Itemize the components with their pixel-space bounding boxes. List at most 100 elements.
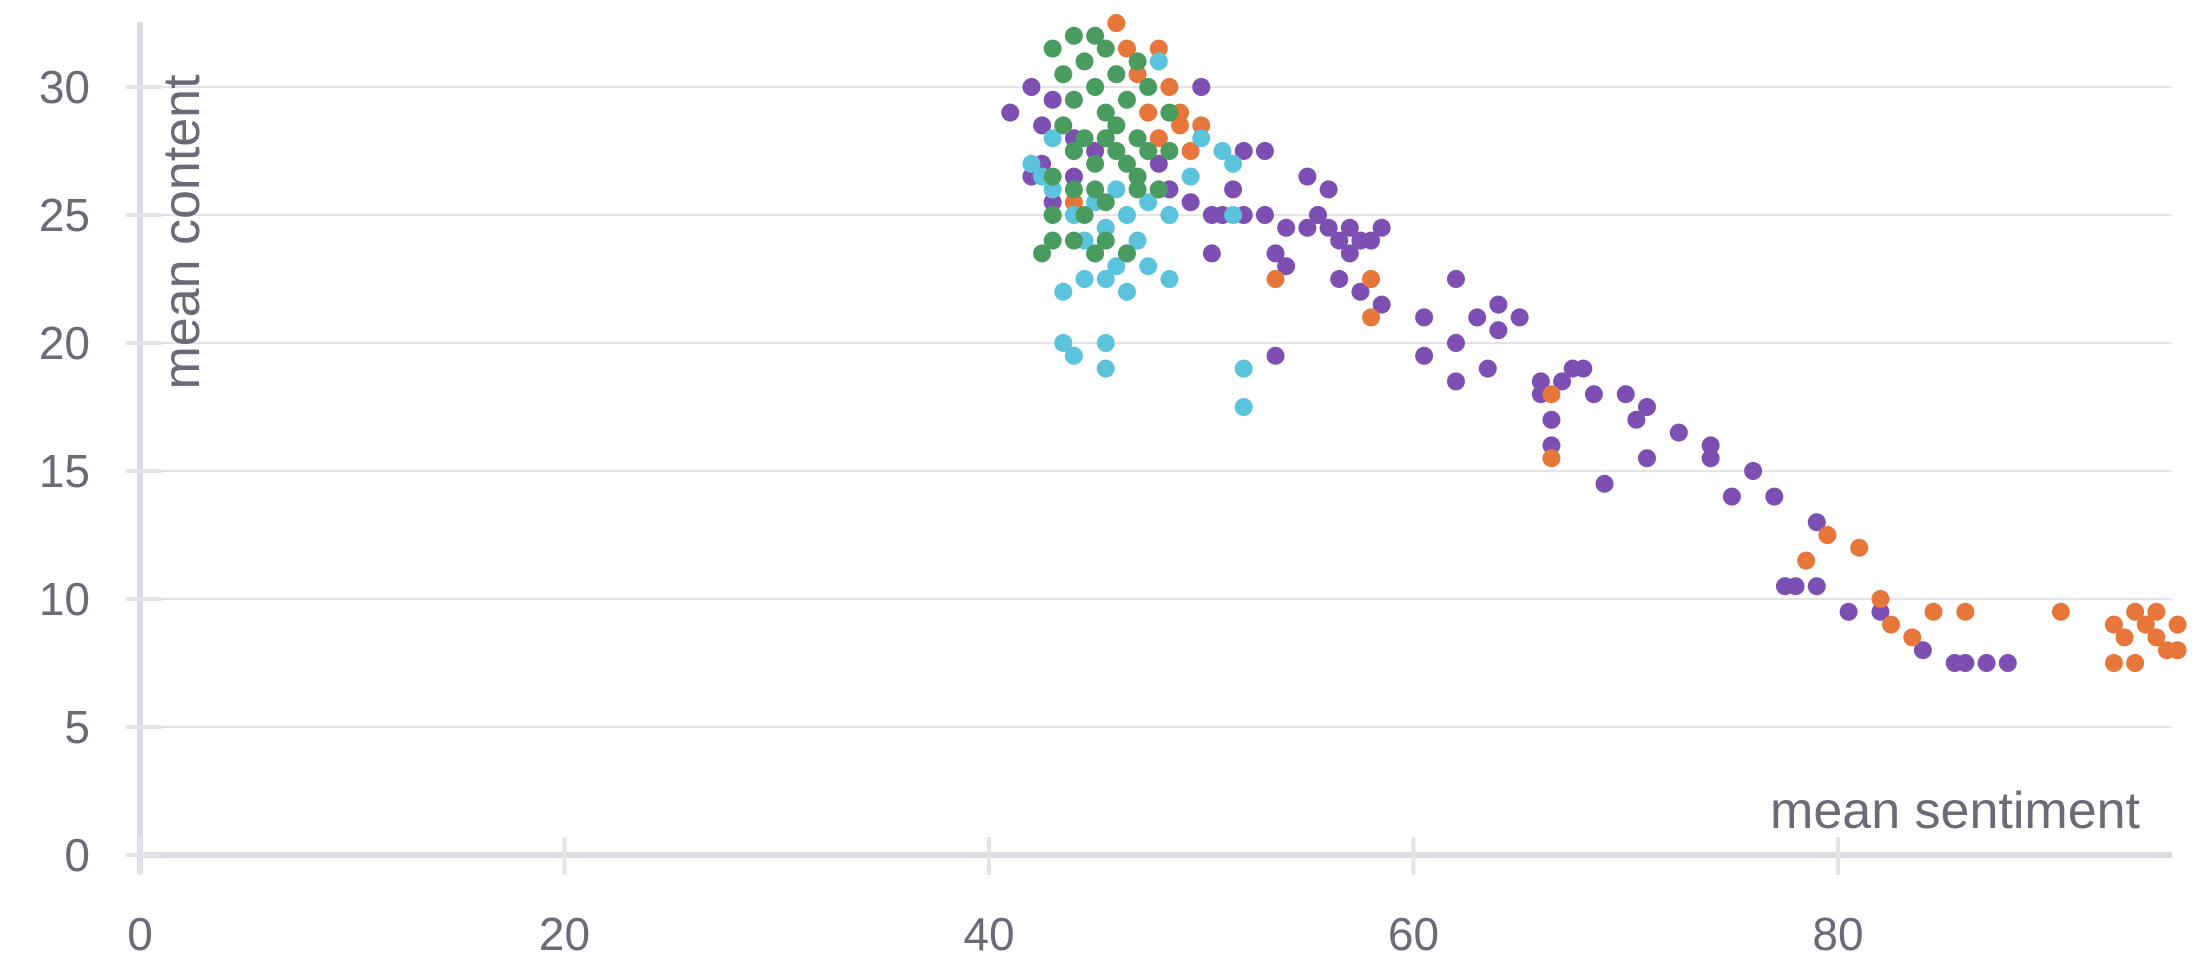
- data-point: [1096, 193, 1115, 212]
- data-point: [1330, 270, 1349, 288]
- data-point: [1669, 423, 1688, 442]
- data-point: [1086, 78, 1105, 96]
- data-point: [1234, 359, 1253, 378]
- data-point: [1542, 449, 1561, 468]
- data-point: [1096, 39, 1115, 58]
- data-point: [1117, 39, 1136, 58]
- data-point: [1128, 167, 1147, 186]
- data-point: [1128, 129, 1147, 148]
- data-point: [1139, 193, 1158, 212]
- data-point: [1096, 334, 1115, 352]
- data-point: [1139, 257, 1158, 276]
- data-point: [1956, 602, 1975, 621]
- data-point: [1054, 334, 1073, 352]
- data-point: [1086, 26, 1105, 45]
- data-point: [1086, 154, 1105, 173]
- data-point: [1086, 142, 1105, 160]
- data-point: [1139, 142, 1158, 160]
- data-point: [1117, 244, 1136, 263]
- data-point: [1319, 218, 1338, 237]
- data-point: [1075, 206, 1094, 224]
- data-point: [1160, 78, 1179, 96]
- data-point: [1446, 372, 1465, 391]
- data-point: [1001, 103, 1020, 122]
- data-point: [1362, 308, 1381, 327]
- y-tick-label: 30: [39, 61, 90, 113]
- data-point: [1107, 65, 1126, 84]
- data-point: [1701, 449, 1720, 468]
- x-tick-label: 20: [539, 908, 590, 960]
- data-point: [1468, 308, 1487, 327]
- y-tick-label: 0: [64, 829, 90, 881]
- tick-labels: 0 5 10 15 20 25 30 0 20 40 60 80: [39, 61, 1864, 960]
- data-point: [1054, 65, 1073, 84]
- data-point: [1075, 52, 1094, 71]
- data-point: [1362, 231, 1381, 250]
- data-point: [1255, 142, 1274, 160]
- data-point: [1308, 206, 1327, 224]
- data-point: [1033, 116, 1052, 135]
- data-point: [1096, 218, 1115, 237]
- data-point: [1117, 154, 1136, 173]
- data-point: [1160, 206, 1179, 224]
- data-point: [1234, 398, 1253, 416]
- y-tick-label: 10: [39, 573, 90, 625]
- data-point: [1998, 654, 2017, 672]
- data-point: [1043, 39, 1062, 58]
- data-point: [1616, 385, 1635, 404]
- data-point: [1913, 641, 1932, 660]
- data-point: [1351, 282, 1370, 301]
- data-point: [1637, 398, 1656, 416]
- data-point: [1160, 142, 1179, 160]
- data-point: [1139, 103, 1158, 122]
- data-point: [1415, 346, 1434, 365]
- data-point: [1224, 206, 1243, 224]
- data-point: [2126, 602, 2145, 621]
- data-point: [1064, 167, 1083, 186]
- data-point: [1096, 129, 1115, 148]
- data-point: [1266, 346, 1285, 365]
- data-point: [1478, 359, 1497, 378]
- data-point: [1043, 206, 1062, 224]
- data-point: [1818, 526, 1837, 544]
- data-point: [1871, 590, 1890, 608]
- data-point: [1022, 78, 1041, 96]
- data-point: [1064, 26, 1083, 45]
- data-point: [1033, 244, 1052, 263]
- data-point: [1807, 577, 1826, 596]
- data-point: [1839, 602, 1858, 621]
- data-point: [1086, 180, 1105, 199]
- data-point: [1277, 257, 1296, 276]
- data-point: [1202, 244, 1221, 263]
- data-point: [1266, 244, 1285, 263]
- data-point: [1489, 295, 1508, 314]
- data-point: [1489, 321, 1508, 340]
- data-point: [1064, 90, 1083, 109]
- data-point: [1128, 52, 1147, 71]
- data-point: [1871, 602, 1890, 621]
- data-point: [1234, 142, 1253, 160]
- data-point: [1064, 193, 1083, 212]
- data-point: [1043, 167, 1062, 186]
- data-point: [2136, 615, 2155, 634]
- data-point: [1553, 372, 1572, 391]
- data-point: [1043, 193, 1062, 212]
- axes: [126, 22, 2172, 875]
- data-point: [1043, 129, 1062, 148]
- data-point: [1266, 270, 1285, 288]
- data-point: [1064, 142, 1083, 160]
- data-point: [1330, 231, 1349, 250]
- data-point: [1637, 449, 1656, 468]
- data-point: [1064, 180, 1083, 199]
- data-point: [1531, 372, 1550, 391]
- data-point: [2104, 615, 2123, 634]
- data-point: [1149, 180, 1168, 199]
- data-point: [1595, 474, 1614, 493]
- data-point: [1096, 103, 1115, 122]
- data-point: [1117, 282, 1136, 301]
- data-point: [2051, 602, 2070, 621]
- data-point: [1446, 334, 1465, 352]
- data-point: [1139, 78, 1158, 96]
- data-point: [1415, 308, 1434, 327]
- data-point: [1096, 270, 1115, 288]
